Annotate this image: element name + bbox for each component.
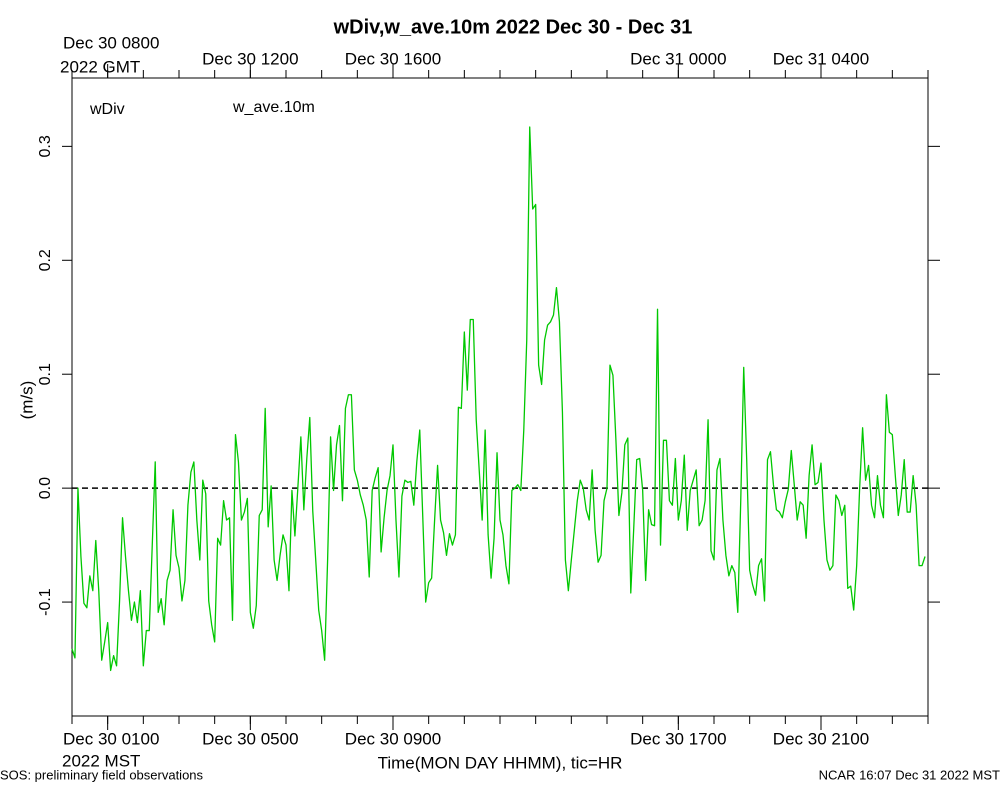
plot-frame [71, 77, 929, 717]
bottom-year-label: 2022 MST [62, 751, 140, 770]
variable-label: wDiv [89, 101, 125, 118]
x-tick-label: Dec 30 0500 [202, 729, 298, 748]
x2-tick-label: Dec 31 0000 [630, 49, 726, 68]
y-axis-label: (m/s) [17, 381, 36, 420]
x-tick-label: Dec 30 1700 [630, 729, 726, 748]
footer-right: NCAR 16:07 Dec 31 2022 MST [819, 767, 1000, 782]
y-tick-label: 0.3 [37, 135, 54, 157]
footer-left: SOS: preliminary field observations [0, 767, 204, 782]
y-tick-label: -0.1 [37, 588, 54, 616]
legend-entry: w_ave.10m [232, 99, 315, 116]
data-line [71, 126, 926, 672]
x2-tick-label: Dec 30 0800 [63, 33, 159, 52]
x-tick-label: Dec 30 0900 [345, 729, 441, 748]
x-tick-label: Dec 30 2100 [773, 729, 869, 748]
x-axis-label: Time(MON DAY HHMM), tic=HR [378, 753, 623, 772]
x2-tick-label: Dec 30 1200 [202, 49, 298, 68]
chart-title: wDiv,w_ave.10m 2022 Dec 30 - Dec 31 [333, 16, 693, 38]
y-tick-label: 0.2 [37, 249, 54, 271]
x2-tick-label: Dec 30 1600 [345, 49, 441, 68]
x-tick-label: Dec 30 0100 [63, 729, 159, 748]
y-tick-label: 0.1 [37, 363, 54, 385]
y-tick-label: 0.0 [37, 477, 54, 499]
top-year-label: 2022 GMT [60, 57, 140, 76]
x2-tick-label: Dec 31 0400 [773, 49, 869, 68]
